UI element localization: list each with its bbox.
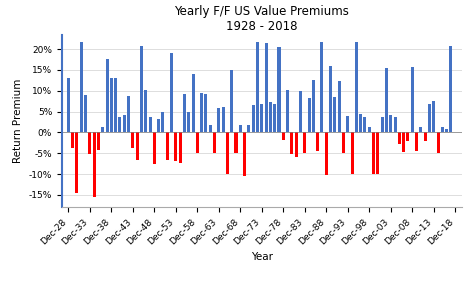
Bar (71, 132, 74, 148)
Bar (428, 104, 431, 132)
Bar (196, 132, 199, 153)
Bar (359, 114, 362, 132)
Bar (265, 43, 268, 132)
Bar (256, 42, 259, 132)
Bar (208, 125, 212, 132)
Bar (114, 79, 117, 132)
Bar (398, 132, 401, 144)
Bar (273, 104, 276, 132)
Bar (385, 68, 388, 132)
Bar (411, 67, 414, 132)
Bar (174, 132, 178, 161)
Bar (97, 132, 100, 149)
Bar (307, 98, 311, 132)
Bar (329, 66, 332, 132)
Bar (200, 93, 203, 132)
Bar (166, 132, 169, 160)
Bar (110, 77, 113, 132)
Bar (290, 132, 293, 154)
Bar (243, 132, 246, 176)
Bar (407, 132, 409, 141)
Bar (144, 90, 147, 132)
Bar (316, 132, 319, 151)
Bar (432, 101, 435, 132)
Bar (252, 105, 255, 132)
Bar (377, 132, 379, 174)
Bar (127, 96, 130, 132)
Bar (415, 132, 418, 151)
Bar (106, 58, 109, 132)
Bar (131, 132, 134, 148)
Bar (248, 125, 250, 132)
Bar (170, 52, 173, 132)
Bar (161, 112, 164, 132)
Bar (303, 132, 306, 153)
Bar (230, 70, 233, 132)
Bar (286, 90, 289, 132)
Bar (101, 127, 104, 132)
Bar (441, 127, 444, 132)
Bar (346, 116, 349, 132)
Bar (183, 94, 186, 132)
Bar (389, 115, 392, 132)
Bar (269, 101, 272, 132)
Bar (93, 132, 96, 197)
Bar (312, 80, 315, 132)
Bar (89, 132, 91, 154)
Bar (235, 132, 238, 153)
Bar (372, 132, 375, 174)
Bar (222, 107, 225, 132)
Bar (419, 127, 422, 132)
Y-axis label: Return Premium: Return Premium (13, 79, 23, 163)
Bar (123, 115, 126, 132)
Bar (191, 75, 195, 132)
Bar (342, 132, 345, 153)
Bar (325, 132, 328, 175)
Bar (153, 132, 156, 164)
Bar (402, 132, 405, 152)
Bar (67, 78, 70, 132)
Bar (368, 127, 371, 132)
Bar (449, 46, 453, 132)
Bar (337, 81, 341, 132)
Bar (394, 117, 397, 132)
Bar (381, 117, 384, 132)
Bar (295, 132, 298, 157)
Bar (149, 117, 151, 132)
Bar (436, 132, 439, 153)
Bar (278, 47, 280, 132)
Bar (226, 132, 229, 174)
Bar (260, 104, 263, 132)
Bar (239, 125, 242, 132)
Bar (187, 112, 190, 132)
Title: Yearly F/F US Value Premiums
1928 - 2018: Yearly F/F US Value Premiums 1928 - 2018 (174, 5, 349, 33)
X-axis label: Year: Year (251, 252, 273, 262)
Bar (75, 132, 79, 193)
Bar (445, 128, 448, 132)
Bar (218, 108, 220, 132)
Bar (333, 97, 337, 132)
Bar (351, 132, 354, 174)
Bar (84, 95, 87, 132)
Bar (320, 42, 324, 132)
Bar (282, 132, 285, 140)
Bar (79, 42, 83, 132)
Bar (136, 132, 139, 160)
Bar (140, 46, 143, 132)
Bar (355, 42, 358, 132)
Bar (204, 94, 208, 132)
Bar (299, 91, 302, 132)
Bar (178, 132, 182, 163)
Bar (213, 132, 216, 153)
Bar (424, 132, 426, 141)
Bar (157, 120, 160, 132)
Bar (119, 117, 121, 132)
Bar (364, 117, 367, 132)
